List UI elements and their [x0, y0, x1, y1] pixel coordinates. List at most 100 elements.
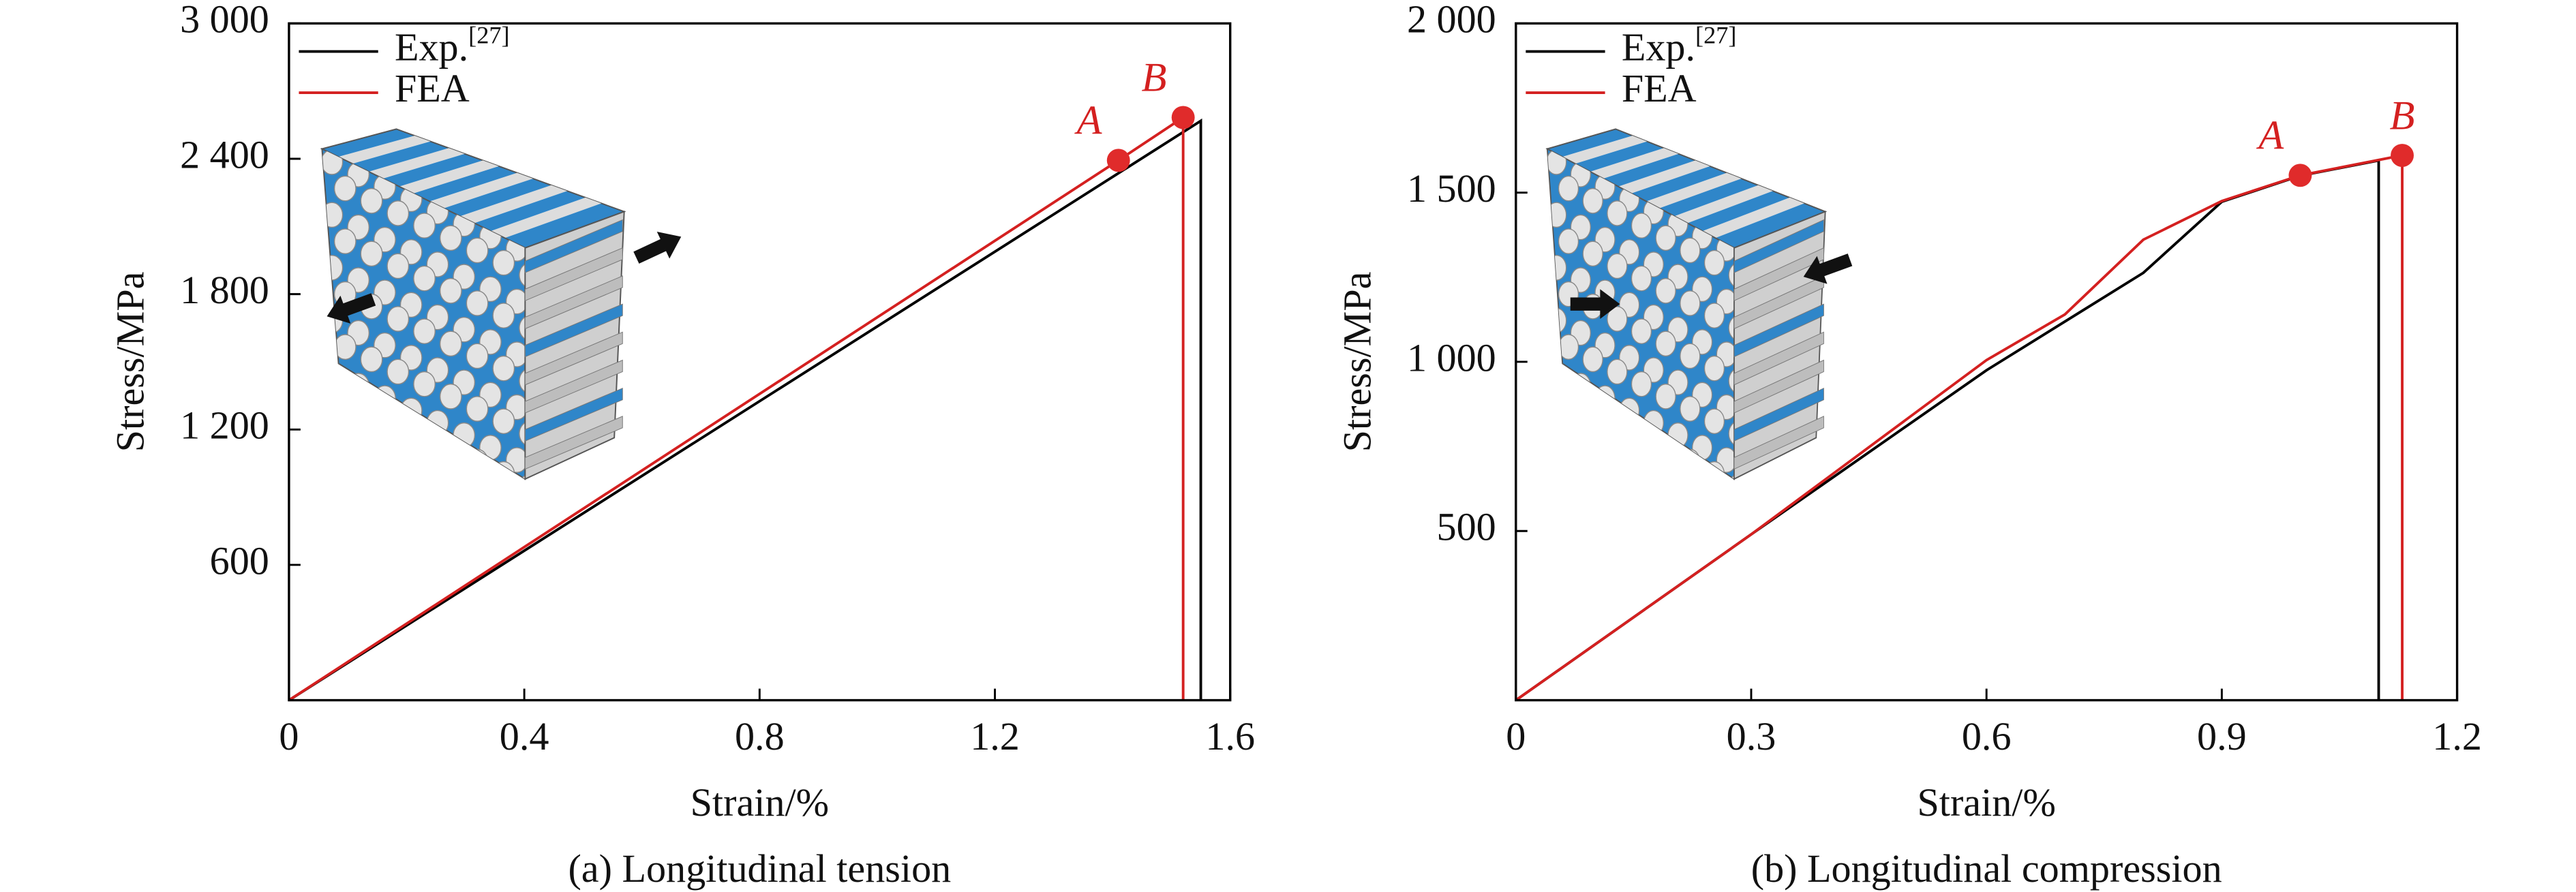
- side-stripe: [1733, 387, 1824, 442]
- fiber: [413, 371, 436, 397]
- fiber: [1607, 306, 1628, 332]
- top-stripe: [399, 160, 499, 194]
- fiber: [1631, 265, 1652, 292]
- annotation-point: [2288, 164, 2312, 187]
- fiber: [413, 424, 436, 450]
- side-stripe: [1733, 275, 1824, 330]
- y-tick-label: 1 500: [1407, 166, 1496, 211]
- fiber: [453, 475, 476, 479]
- side-stripe: [524, 387, 623, 442]
- annotation-point: [1106, 149, 1130, 172]
- y-tick-label: 500: [1437, 505, 1496, 549]
- y-tick-label: 2 000: [1407, 0, 1496, 42]
- fiber: [1582, 399, 1603, 425]
- fiber: [1619, 397, 1640, 424]
- series-line: [1515, 153, 2404, 702]
- fiber: [322, 254, 344, 281]
- fiber: [1607, 253, 1628, 279]
- fiber: [1655, 277, 1676, 304]
- side-stripe: [1733, 303, 1824, 358]
- fiber: [492, 461, 515, 479]
- x-tick-label: 0: [1506, 714, 1526, 758]
- top-stripe: [368, 148, 465, 179]
- fiber: [439, 330, 462, 357]
- fiber: [387, 253, 410, 279]
- x-tick-label: 0.3: [1727, 714, 1776, 758]
- fiber: [360, 399, 383, 425]
- fiber: [347, 425, 370, 452]
- side-stripe: [1733, 331, 1824, 386]
- fiber: [1594, 385, 1616, 412]
- fiber: [1680, 396, 1701, 422]
- fiber: [1703, 355, 1725, 382]
- y-tick-label: 1 000: [1407, 335, 1496, 380]
- fiber: [1643, 463, 1664, 479]
- side-stripe: [524, 303, 623, 358]
- fiber: [453, 422, 476, 448]
- fiber: [1547, 413, 1567, 440]
- fiber: [1680, 237, 1701, 264]
- fiber: [1631, 318, 1652, 345]
- fiber: [1558, 386, 1579, 413]
- top-stripe: [1562, 136, 1648, 164]
- top-stripe: [1590, 148, 1679, 179]
- x-tick-label: 0.9: [2197, 714, 2247, 758]
- annotation-label: B: [2390, 93, 2415, 138]
- fiber: [1667, 475, 1688, 479]
- fiber: [1680, 343, 1701, 369]
- fiber: [347, 373, 370, 399]
- fiber: [1570, 373, 1592, 399]
- load-arrow: [1803, 253, 1853, 284]
- annotation-point: [2391, 144, 2414, 167]
- fiber: [1680, 290, 1701, 316]
- legend-entry: Exp.[27]: [1622, 22, 1737, 70]
- fiber: [439, 225, 462, 251]
- fiber: [333, 228, 357, 255]
- x-tick-label: 0.4: [500, 714, 549, 758]
- fiber: [413, 213, 436, 239]
- y-axis-label: Stress/MPa: [1335, 272, 1380, 452]
- fiber: [1631, 371, 1652, 397]
- annotation-label: A: [1074, 98, 1103, 144]
- fiber: [1558, 175, 1579, 202]
- fiber: [492, 355, 515, 382]
- legend-ref: [27]: [1695, 22, 1737, 49]
- fiber: [492, 249, 515, 276]
- top-stripe: [459, 185, 568, 224]
- side-stripe: [524, 331, 623, 386]
- top-stripe: [1674, 185, 1773, 224]
- load-arrow: [327, 293, 376, 324]
- legend-entry: Exp.[27]: [395, 22, 510, 70]
- fiber: [1607, 412, 1628, 437]
- fiber: [1582, 346, 1603, 373]
- fiber: [399, 450, 423, 476]
- fiber: [466, 290, 489, 316]
- fiber: [360, 241, 383, 267]
- fiber: [1547, 254, 1567, 281]
- annotation-label: A: [2256, 113, 2284, 159]
- fiber: [1703, 461, 1725, 479]
- fiber: [1716, 500, 1736, 525]
- fiber: [1655, 225, 1676, 251]
- y-tick-label: 600: [210, 538, 269, 583]
- inset-illustration: [1545, 128, 1828, 525]
- fiber: [1703, 303, 1725, 329]
- legend-entry: FEA: [1622, 66, 1697, 110]
- x-tick-label: 0.8: [735, 714, 785, 758]
- fiber: [1547, 202, 1567, 228]
- fiber: [1680, 448, 1701, 475]
- fiber: [1693, 488, 1712, 512]
- fiber: [506, 500, 527, 525]
- fiber: [1582, 187, 1603, 214]
- fiber: [1558, 228, 1579, 255]
- side-stripe: [524, 416, 623, 470]
- fiber: [360, 346, 383, 373]
- plot-frame: [1515, 22, 2459, 702]
- fiber: [466, 448, 489, 475]
- y-tick-label: 1 800: [180, 268, 269, 312]
- fiber: [1631, 424, 1652, 450]
- y-tick-label: 2 400: [180, 132, 269, 176]
- fiber: [387, 200, 410, 226]
- x-tick-label: 1.2: [2432, 714, 2482, 758]
